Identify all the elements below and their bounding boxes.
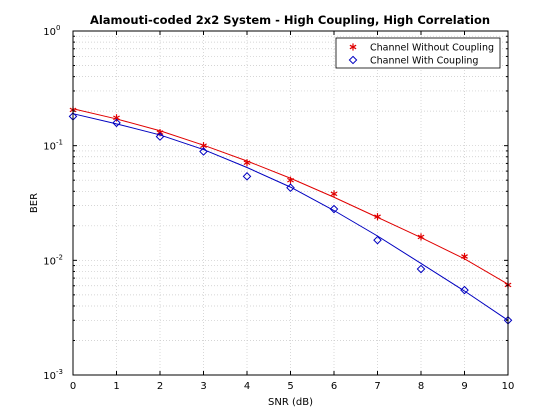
- x-tick-label: 7: [374, 381, 380, 392]
- x-tick-label: 9: [461, 381, 467, 392]
- y-tick-label: 10: [43, 27, 56, 38]
- y-tick-label: 10: [43, 371, 56, 382]
- y-axis-label: BER: [29, 193, 40, 213]
- grid: [72, 31, 509, 376]
- series-layer: [68, 106, 513, 325]
- series-2-point: [329, 204, 339, 214]
- chart-title: Alamouti-coded 2x2 System - High Couplin…: [90, 13, 490, 27]
- series-2-point: [373, 235, 382, 245]
- x-tick-label: 8: [418, 381, 424, 392]
- series-2-point: [460, 285, 469, 295]
- series-1-point: [374, 213, 381, 221]
- legend-label-2: Channel With Coupling: [370, 56, 478, 67]
- series-1-point: [287, 176, 294, 184]
- series-2-line: [72, 113, 509, 321]
- series-2-point: [286, 183, 295, 193]
- legend-marker-2: [348, 55, 358, 65]
- series-2-point: [155, 132, 165, 141]
- y-tick-label-exponent: -1: [56, 139, 63, 147]
- x-tick-label: 4: [244, 381, 250, 392]
- x-tick-label: 10: [502, 381, 515, 392]
- series-1: [69, 106, 512, 289]
- x-tick-label: 6: [331, 381, 337, 392]
- legend-box: [335, 37, 501, 69]
- series-1-point: [461, 252, 468, 261]
- series-2-point: [242, 172, 252, 181]
- x-tick-label: 0: [70, 381, 76, 392]
- x-tick-label: 3: [200, 381, 206, 392]
- legend: Channel Without Coupling Channel With Cou…: [335, 37, 501, 69]
- series-1-point: [330, 190, 338, 198]
- x-tick-label: 2: [157, 381, 163, 392]
- y-tick-label: 10: [43, 256, 56, 267]
- y-tick-label-exponent: -3: [56, 368, 63, 376]
- legend-label-1: Channel Without Coupling: [370, 43, 494, 54]
- y-tick-label-exponent: -2: [56, 253, 63, 261]
- series-1-point: [113, 114, 120, 122]
- x-tick-label: 1: [113, 381, 119, 392]
- x-axis-label: SNR (dB): [268, 397, 313, 408]
- series-2-point: [199, 147, 208, 156]
- legend-marker-1: [349, 43, 357, 51]
- series-1-point: [243, 159, 251, 167]
- y-tick-label: 10: [43, 142, 56, 153]
- y-tick-label-exponent: 0: [56, 24, 60, 32]
- series-1-point: [417, 233, 425, 241]
- series-2: [68, 112, 513, 325]
- x-tick-label: 5: [287, 381, 293, 392]
- series-2-point: [416, 264, 426, 274]
- series-2-point: [112, 118, 121, 128]
